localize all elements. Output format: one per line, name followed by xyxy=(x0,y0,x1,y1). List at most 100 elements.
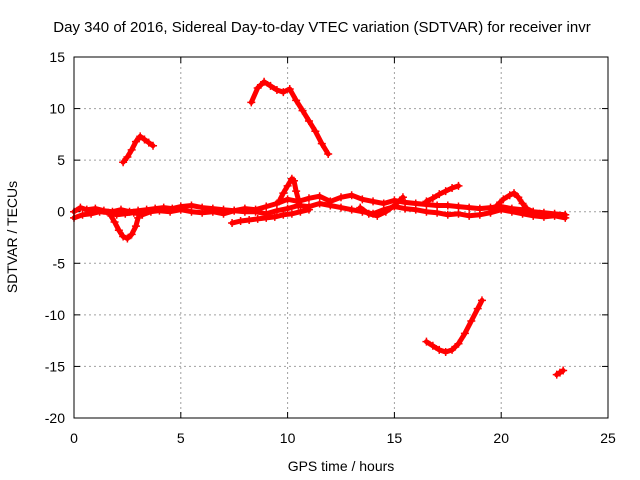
x-tick-label: 15 xyxy=(387,430,403,446)
data-point xyxy=(454,339,463,348)
data-point xyxy=(119,158,128,167)
data-point xyxy=(279,88,288,97)
data-point xyxy=(262,202,271,211)
data-point xyxy=(123,234,132,243)
data-point xyxy=(304,194,313,203)
data-point xyxy=(441,347,450,356)
data-point xyxy=(279,210,288,219)
series-arc-9-12 xyxy=(247,77,333,158)
data-point xyxy=(454,181,463,190)
data-point xyxy=(460,329,469,338)
data-point xyxy=(260,77,269,86)
series-arc-2-5 xyxy=(119,132,158,167)
data-point xyxy=(422,197,431,206)
data-point xyxy=(266,81,275,90)
data-point xyxy=(492,201,501,210)
data-point xyxy=(290,176,299,185)
data-point xyxy=(272,206,281,215)
data-point xyxy=(433,201,442,210)
data-point xyxy=(337,193,345,202)
data-point xyxy=(292,96,301,105)
data-point xyxy=(134,213,143,222)
data-point xyxy=(401,204,410,213)
grid-layer xyxy=(74,57,608,418)
y-tick-label: -10 xyxy=(45,307,65,323)
y-axis-label: SDTVAR / TECUs xyxy=(4,181,20,293)
data-point xyxy=(356,203,365,212)
y-tick-label: 5 xyxy=(57,152,65,168)
data-point xyxy=(317,139,326,148)
data-point xyxy=(275,197,284,206)
series-rise-17-18 xyxy=(422,181,463,206)
data-point xyxy=(127,230,136,239)
data-point xyxy=(283,195,292,204)
data-point xyxy=(539,212,548,221)
data-point xyxy=(422,207,431,216)
data-point xyxy=(253,214,262,223)
data-point xyxy=(337,203,345,212)
data-point xyxy=(435,345,444,354)
data-point xyxy=(486,207,495,216)
data-point xyxy=(473,304,482,313)
data-point xyxy=(454,202,463,211)
data-point xyxy=(411,205,420,214)
x-axis-label: GPS time / hours xyxy=(288,458,395,474)
data-point xyxy=(435,190,444,199)
data-point xyxy=(373,211,382,220)
data-point xyxy=(129,208,138,217)
data-point xyxy=(166,207,175,216)
data-point xyxy=(522,204,531,213)
data-point xyxy=(326,201,335,210)
data-point xyxy=(298,106,307,115)
data-point xyxy=(304,205,313,214)
data-point xyxy=(272,86,281,95)
data-point xyxy=(475,210,484,219)
data-point xyxy=(149,141,158,150)
data-point xyxy=(240,207,249,216)
data-point xyxy=(433,208,442,217)
series-spike-10 xyxy=(275,174,305,210)
data-point xyxy=(315,192,324,201)
data-point xyxy=(144,138,153,147)
data-point xyxy=(324,149,333,158)
data-point xyxy=(358,195,367,204)
data-point xyxy=(510,189,519,198)
chart-title: Day 340 of 2016, Sidereal Day-to-day VTE… xyxy=(53,19,590,36)
data-point xyxy=(270,212,279,221)
data-point xyxy=(465,211,474,220)
data-point xyxy=(283,181,292,190)
data-point xyxy=(236,216,245,225)
data-point xyxy=(253,83,262,92)
tick-layer: 0 5 10 15 20 25 -20 -15 -10 -5 0 5 10 15 xyxy=(45,49,616,446)
data-point xyxy=(187,207,196,216)
data-point xyxy=(448,183,457,192)
data-point xyxy=(535,209,544,218)
data-point xyxy=(467,317,476,326)
plot-frame xyxy=(73,56,609,419)
series-loop-14-15 xyxy=(356,193,407,220)
series-trace xyxy=(229,207,312,226)
data-point xyxy=(230,206,239,215)
data-point xyxy=(304,116,313,125)
series-dip-2-5 xyxy=(106,210,143,243)
data-point xyxy=(292,187,301,196)
data-point xyxy=(443,201,452,210)
y-tick-label: -5 xyxy=(53,255,66,271)
data-point xyxy=(497,205,506,214)
series-loop-20-22 xyxy=(486,189,544,218)
data-point xyxy=(381,207,390,216)
data-point xyxy=(390,201,399,210)
x-tick-label: 25 xyxy=(600,430,616,446)
data-point xyxy=(140,135,149,144)
y-tick-label: 10 xyxy=(49,101,65,117)
series-lower-segment xyxy=(228,205,313,228)
data-point xyxy=(78,210,87,219)
data-point xyxy=(514,193,523,202)
data-point xyxy=(110,218,119,227)
data-point xyxy=(294,195,303,204)
x-tick-label: 10 xyxy=(280,430,296,446)
data-point xyxy=(119,232,128,241)
data-point xyxy=(138,210,147,219)
